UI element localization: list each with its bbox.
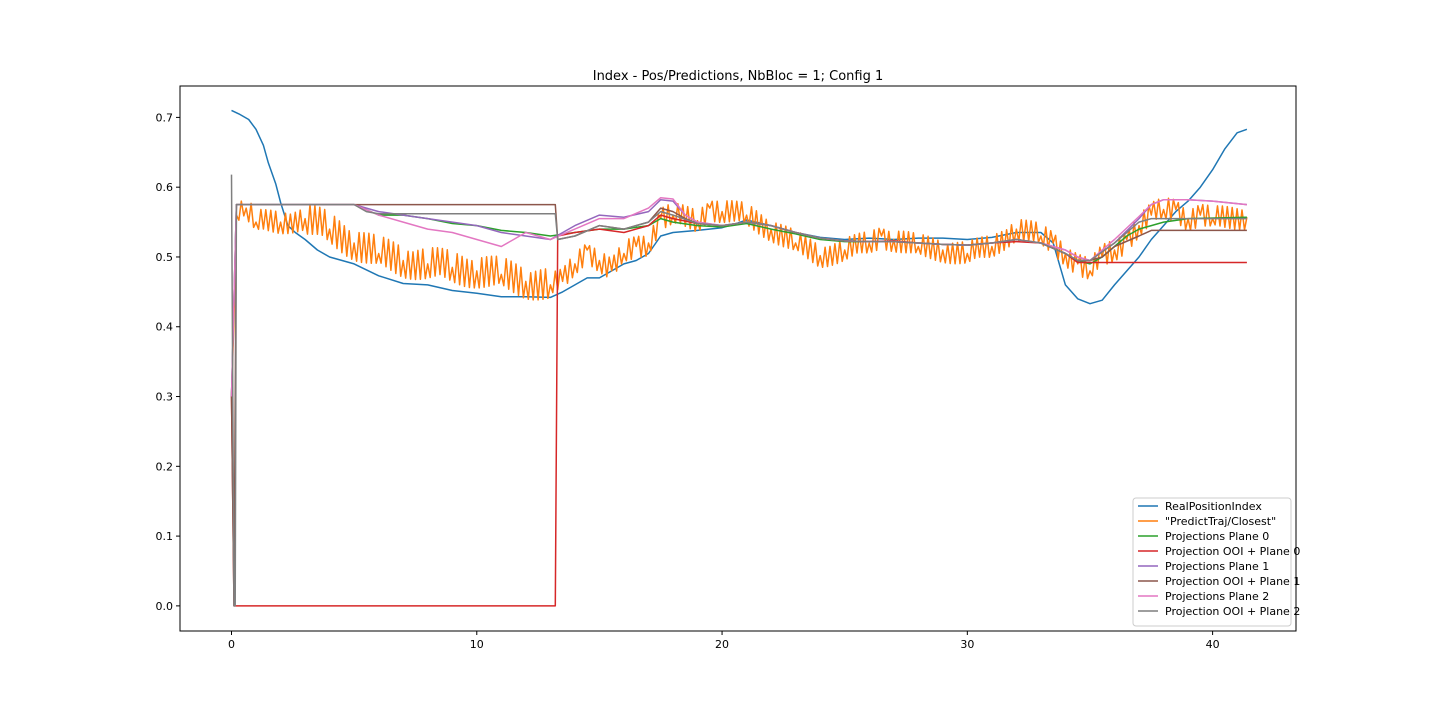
plot-area-frame — [179, 85, 1297, 632]
y-tick-label: 0.1 — [156, 530, 174, 543]
legend-label: Projection OOI + Plane 0 — [1165, 545, 1300, 558]
y-tick-label: 0.7 — [156, 111, 174, 124]
series-line-0 — [231, 109, 1248, 305]
legend-label: "PredictTraj/Closest" — [1165, 515, 1276, 528]
legend-label: Projections Plane 1 — [1165, 560, 1269, 573]
x-tick-label: 0 — [228, 638, 235, 651]
y-tick-label: 0.0 — [156, 600, 174, 613]
x-tick-label: 10 — [470, 638, 484, 651]
series-line-7 — [230, 174, 1247, 607]
series-line-1 — [230, 197, 1248, 397]
legend-label: Projection OOI + Plane 1 — [1165, 575, 1300, 588]
legend-label: Projections Plane 0 — [1165, 530, 1269, 543]
y-axis: 0.0 0.1 0.2 0.3 0.4 0.5 0.6 0.7 — [156, 111, 180, 613]
x-tick-label: 40 — [1206, 638, 1220, 651]
chart-title: Index - Pos/Predictions, NbBloc = 1; Con… — [593, 69, 884, 84]
legend-label: RealPositionIndex — [1165, 500, 1262, 513]
x-tick-label: 20 — [715, 638, 729, 651]
x-axis: 0 10 20 30 40 — [228, 631, 1220, 651]
y-tick-label: 0.6 — [156, 181, 174, 194]
legend-label: Projection OOI + Plane 2 — [1165, 605, 1300, 618]
legend-label: Projections Plane 2 — [1165, 590, 1269, 603]
y-tick-label: 0.5 — [156, 251, 174, 264]
series-layer — [230, 109, 1248, 607]
y-tick-label: 0.2 — [156, 460, 174, 473]
legend-box — [1132, 497, 1292, 627]
y-tick-label: 0.4 — [156, 321, 174, 334]
legend: RealPositionIndex "PredictTraj/Closest" Pr… — [1132, 497, 1300, 627]
y-tick-label: 0.3 — [156, 391, 174, 404]
x-tick-label: 30 — [960, 638, 974, 651]
